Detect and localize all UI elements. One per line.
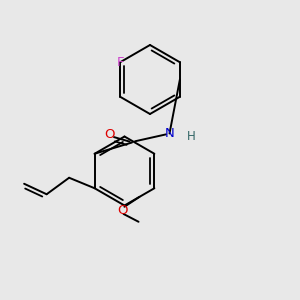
Text: O: O [117, 204, 127, 217]
Text: H: H [187, 130, 195, 143]
Text: F: F [116, 56, 124, 70]
Text: N: N [165, 127, 174, 140]
Text: O: O [104, 128, 115, 141]
